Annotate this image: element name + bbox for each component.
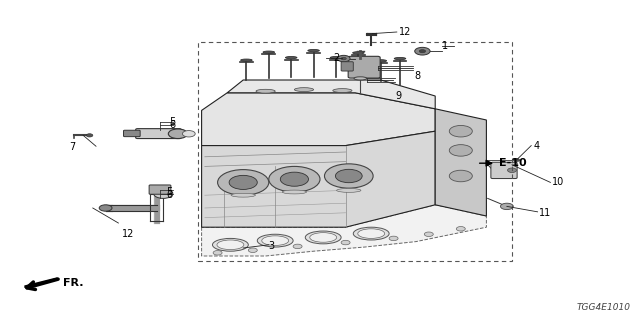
Ellipse shape [353, 52, 364, 54]
Ellipse shape [310, 233, 337, 242]
Polygon shape [202, 205, 486, 256]
Text: 5: 5 [170, 116, 176, 127]
Circle shape [229, 175, 257, 189]
Circle shape [341, 57, 346, 60]
Circle shape [415, 47, 430, 55]
Circle shape [449, 125, 472, 137]
Circle shape [513, 158, 520, 162]
Ellipse shape [241, 59, 252, 61]
FancyBboxPatch shape [124, 130, 140, 137]
Ellipse shape [305, 231, 341, 244]
Text: 6: 6 [170, 120, 176, 131]
Ellipse shape [212, 238, 248, 251]
Circle shape [324, 164, 373, 188]
Polygon shape [24, 277, 58, 288]
Circle shape [99, 205, 112, 211]
FancyBboxPatch shape [348, 56, 380, 78]
Text: 11: 11 [539, 208, 551, 218]
Circle shape [449, 145, 472, 156]
Text: 1: 1 [442, 41, 448, 52]
Polygon shape [227, 80, 435, 109]
Text: 6: 6 [166, 190, 173, 200]
Polygon shape [435, 109, 486, 216]
Ellipse shape [231, 193, 255, 197]
Circle shape [335, 169, 362, 183]
Text: 5: 5 [166, 187, 173, 197]
Ellipse shape [256, 89, 275, 93]
Circle shape [389, 236, 398, 241]
Circle shape [213, 251, 222, 255]
Text: TGG4E1010: TGG4E1010 [577, 303, 630, 312]
Ellipse shape [394, 58, 406, 60]
Circle shape [293, 244, 302, 249]
Circle shape [182, 131, 195, 137]
Text: 2: 2 [333, 52, 339, 63]
Text: 3: 3 [269, 241, 275, 251]
Circle shape [248, 248, 257, 252]
Circle shape [86, 134, 93, 137]
Ellipse shape [354, 77, 367, 80]
Circle shape [424, 232, 433, 236]
Polygon shape [202, 93, 435, 146]
Text: 12: 12 [122, 228, 134, 239]
Circle shape [500, 203, 513, 210]
FancyBboxPatch shape [341, 62, 353, 71]
Circle shape [337, 55, 350, 62]
Ellipse shape [294, 88, 314, 92]
Ellipse shape [337, 188, 361, 192]
Ellipse shape [217, 240, 244, 250]
Ellipse shape [330, 56, 342, 59]
Text: 7: 7 [69, 142, 76, 152]
Ellipse shape [333, 89, 352, 92]
Circle shape [280, 172, 308, 186]
Circle shape [456, 227, 465, 231]
Text: FR.: FR. [63, 277, 83, 288]
Ellipse shape [353, 227, 389, 240]
Circle shape [508, 168, 516, 172]
Text: 12: 12 [399, 27, 411, 37]
Text: 9: 9 [396, 91, 402, 101]
Ellipse shape [285, 56, 297, 59]
Text: 10: 10 [552, 177, 564, 188]
Circle shape [449, 170, 472, 182]
Circle shape [419, 50, 426, 53]
Text: 4: 4 [533, 140, 540, 151]
Ellipse shape [263, 51, 275, 53]
Circle shape [269, 166, 320, 192]
Text: 8: 8 [415, 71, 421, 81]
Ellipse shape [308, 50, 319, 52]
Text: E-10: E-10 [499, 158, 527, 168]
Ellipse shape [257, 234, 293, 247]
Circle shape [218, 170, 269, 195]
Ellipse shape [375, 60, 387, 62]
Ellipse shape [358, 229, 385, 238]
Ellipse shape [262, 236, 289, 245]
FancyBboxPatch shape [491, 162, 517, 179]
Polygon shape [202, 131, 435, 227]
FancyBboxPatch shape [136, 129, 181, 139]
Ellipse shape [282, 190, 307, 194]
Circle shape [154, 189, 173, 198]
Circle shape [168, 129, 188, 139]
FancyBboxPatch shape [149, 185, 171, 194]
Bar [198, 42, 512, 261]
Circle shape [341, 240, 350, 245]
